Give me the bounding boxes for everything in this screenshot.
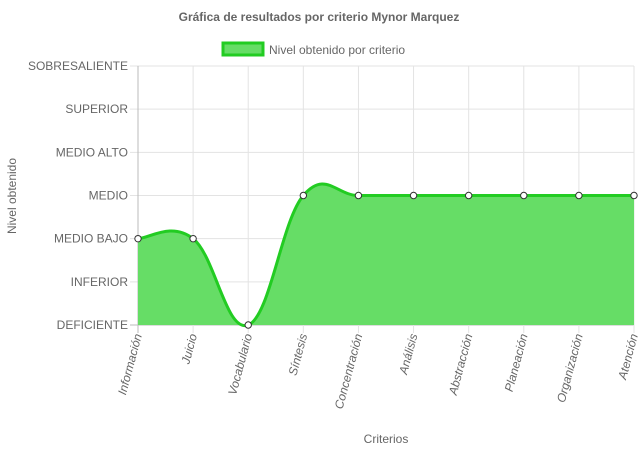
data-point: [409, 191, 418, 200]
x-tick-label: Síntesis: [286, 332, 311, 377]
x-axis-ticks: Información Juicio Vocabulario Síntesis Conc…: [115, 332, 639, 411]
series-area: [137, 182, 634, 327]
x-tick-label: Concentración: [332, 332, 366, 411]
data-point: [299, 191, 308, 200]
y-tick-label: DEFICIENTE: [57, 318, 128, 332]
x-axis-title: Criterios: [364, 432, 409, 446]
x-tick-label: Atención: [615, 332, 639, 382]
y-tick-label: MEDIO BAJO: [54, 232, 128, 246]
data-point: [520, 191, 528, 200]
series-fill: [138, 183, 634, 326]
y-tick-label: SUPERIOR: [65, 102, 128, 116]
data-points: [134, 191, 638, 329]
x-tick-label: Información: [115, 332, 145, 396]
x-tick-label: Planeación: [502, 332, 531, 393]
legend-label: Nivel obtenido por criterio: [269, 43, 405, 57]
data-point: [354, 191, 363, 200]
data-point: [189, 234, 197, 243]
data-point: [244, 321, 252, 329]
y-tick-label: MEDIO: [89, 189, 128, 203]
x-tick-label: Abstracción: [446, 332, 476, 397]
data-point: [630, 191, 638, 200]
y-axis-title: Nivel obtenido: [5, 158, 19, 234]
chart-title: Gráfica de resultados por criterio Mynor…: [179, 10, 460, 24]
x-tick-label: Juicio: [178, 332, 200, 367]
y-axis-ticks: DEFICIENTE INFERIOR MEDIO BAJO MEDIO MEDIO A…: [28, 59, 128, 332]
y-tick-label: SOBRESALIENTE: [28, 59, 128, 73]
y-tick-label: INFERIOR: [71, 275, 129, 289]
x-tick-label: Vocabulario: [225, 332, 255, 397]
data-point: [464, 191, 473, 200]
legend[interactable]: Nivel obtenido por criterio: [221, 41, 405, 57]
data-point: [134, 234, 142, 243]
data-point: [575, 191, 583, 200]
legend-swatch: [221, 41, 265, 57]
x-tick-label: Organización: [554, 332, 586, 404]
y-tick-label: MEDIO ALTO: [56, 145, 128, 159]
x-tick-label: Análisis: [396, 332, 420, 377]
